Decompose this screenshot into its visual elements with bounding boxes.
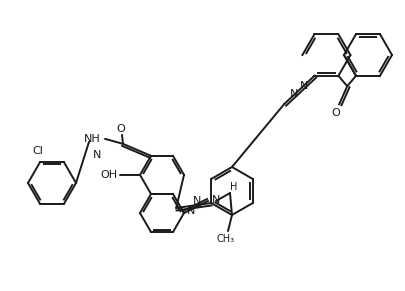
Text: O: O (116, 124, 125, 134)
Text: OH: OH (100, 170, 118, 180)
Text: N: N (186, 205, 194, 216)
Text: N: N (211, 195, 220, 205)
Text: Cl: Cl (32, 146, 43, 156)
Text: NH: NH (84, 134, 101, 144)
Text: N: N (290, 89, 298, 99)
Text: N: N (192, 196, 200, 205)
Text: N: N (300, 81, 308, 91)
Text: H: H (230, 182, 237, 192)
Text: O: O (331, 108, 340, 118)
Text: N: N (93, 150, 101, 160)
Text: CH₃: CH₃ (216, 234, 234, 244)
